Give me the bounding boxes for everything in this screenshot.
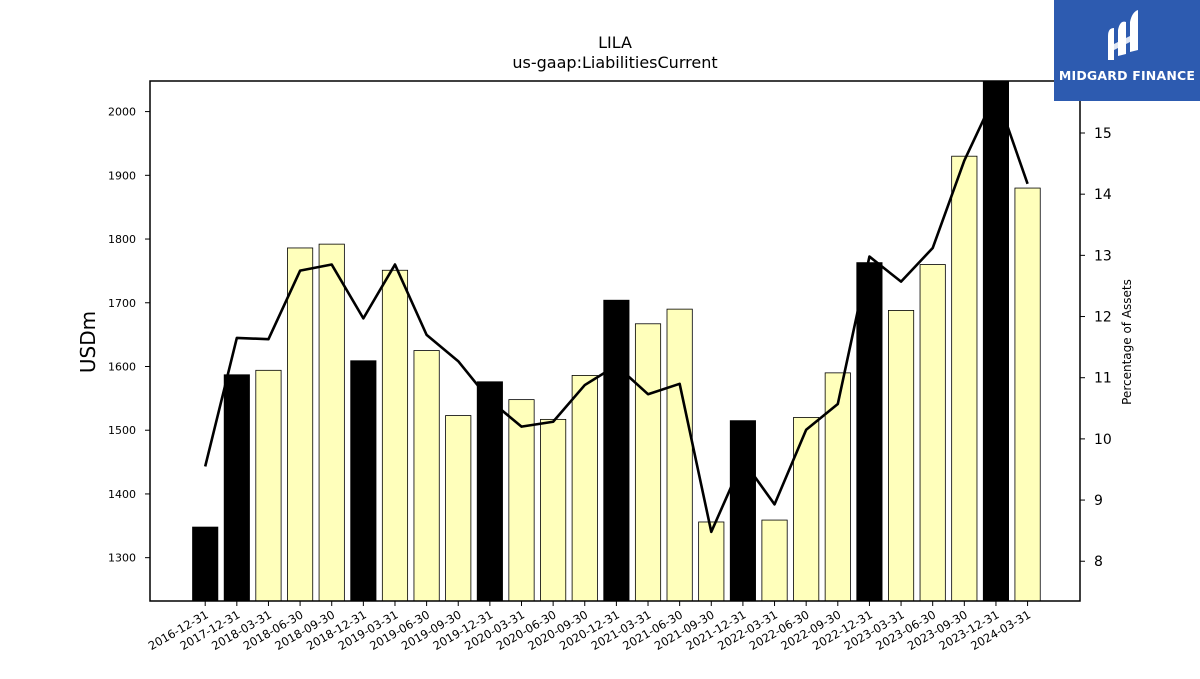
bars-layer bbox=[192, 81, 1041, 601]
y-tick-label: 1900 bbox=[108, 169, 136, 182]
y2-tick-label: 10 bbox=[1094, 432, 1112, 448]
bar bbox=[888, 310, 915, 601]
chart-title: LILA bbox=[598, 33, 632, 52]
bar bbox=[603, 299, 630, 601]
bar bbox=[540, 418, 567, 601]
y2-tick-label: 9 bbox=[1094, 493, 1103, 509]
chart-subtitle: us-gaap:LiabilitiesCurrent bbox=[512, 53, 717, 72]
bar bbox=[824, 372, 851, 601]
y2-tick-label: 11 bbox=[1094, 371, 1112, 387]
bar bbox=[350, 360, 377, 601]
y-tick-label: 1500 bbox=[108, 424, 136, 437]
bar bbox=[445, 415, 472, 601]
bar bbox=[761, 519, 788, 601]
y-tick-label: 1300 bbox=[108, 552, 136, 565]
midgard-m-logo-icon bbox=[1108, 10, 1138, 60]
y2-tick-label: 14 bbox=[1094, 187, 1112, 203]
bar bbox=[318, 243, 345, 601]
brand-name: MIDGARD FINANCE bbox=[1058, 68, 1196, 83]
bar bbox=[223, 374, 250, 601]
plot-frame bbox=[149, 80, 1081, 602]
y-tick-label: 1400 bbox=[108, 488, 136, 501]
bar bbox=[698, 521, 725, 601]
bar bbox=[951, 155, 978, 601]
y-tick-label: 1700 bbox=[108, 297, 136, 310]
y-tick-label: 1800 bbox=[108, 233, 136, 246]
bar bbox=[476, 381, 503, 601]
y2-tick-label: 15 bbox=[1094, 126, 1112, 142]
y-tick-label: 2000 bbox=[108, 106, 136, 119]
bar bbox=[508, 399, 535, 601]
bar bbox=[381, 269, 409, 601]
y2-axis-label: Percentage of Assets bbox=[1120, 279, 1134, 405]
y2-tick-label: 12 bbox=[1094, 310, 1112, 326]
bar bbox=[919, 264, 946, 601]
bar bbox=[192, 526, 219, 601]
y-tick-label: 1600 bbox=[108, 360, 136, 373]
bar bbox=[856, 262, 883, 601]
series-line bbox=[203, 91, 1029, 534]
brand-logo: MIDGARD FINANCE bbox=[1054, 0, 1200, 101]
line-layer bbox=[203, 91, 1029, 534]
bar bbox=[634, 323, 662, 601]
bar bbox=[666, 308, 693, 601]
bar bbox=[255, 369, 282, 601]
bar bbox=[982, 81, 1009, 601]
bar bbox=[793, 417, 820, 601]
bar bbox=[571, 375, 598, 601]
bar bbox=[287, 247, 314, 601]
bar bbox=[729, 420, 756, 601]
y2-tick-label: 8 bbox=[1094, 554, 1103, 570]
y2-tick-label: 13 bbox=[1094, 248, 1112, 264]
bar bbox=[1014, 187, 1041, 601]
y-axis-label: USDm bbox=[76, 311, 100, 373]
bar bbox=[413, 350, 440, 601]
